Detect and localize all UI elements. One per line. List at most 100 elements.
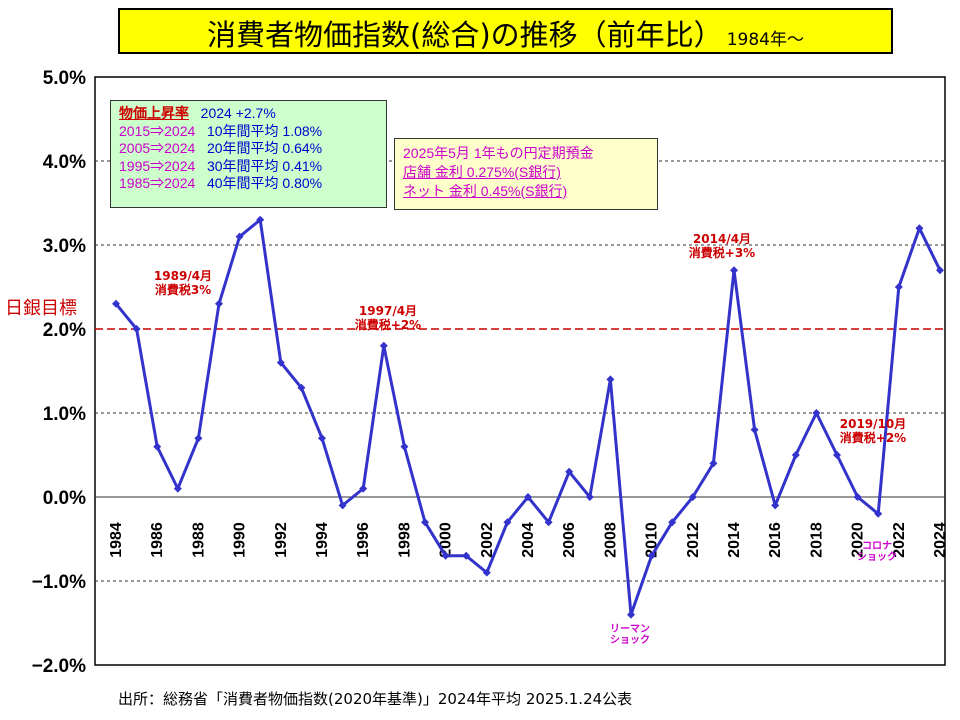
x-tick-label: 1990	[232, 522, 249, 558]
data-point	[173, 484, 182, 493]
deposit-net-rate: ネット 金利 0.45%(S銀行)	[403, 183, 568, 199]
event-annotation: リーマン	[610, 623, 650, 635]
data-point	[503, 518, 512, 527]
data-point	[215, 299, 223, 308]
data-point	[853, 493, 862, 501]
source-note: 出所：総務省「消費者物価指数(2020年基準)」2024年平均 2025.1.2…	[118, 690, 633, 708]
x-tick-label: 2024	[932, 522, 949, 558]
x-tick-label: 2004	[520, 522, 537, 558]
plot-frame	[94, 76, 946, 666]
data-point	[812, 409, 821, 417]
deposit-rate-box: 2025年5月 1年もの円定期預金 店舗 金利 0.275%(S銀行) ネット …	[394, 138, 658, 210]
summary-value: 20年間平均 0.64%	[206, 140, 323, 156]
boj-target-label: 日銀目標	[5, 298, 77, 319]
x-tick-label: 2022	[891, 522, 908, 558]
data-point	[297, 383, 306, 392]
data-point	[379, 341, 388, 350]
event-annotation: 1997/4月	[359, 304, 417, 318]
event-annotation: 消費税+3%	[689, 245, 755, 260]
data-point	[194, 434, 203, 443]
summary-row: 1995⇒2024 30年間平均 0.41%	[119, 158, 378, 176]
chart-subtitle: 1984年〜	[726, 30, 804, 50]
x-tick-label: 1988	[190, 522, 207, 558]
data-point	[524, 493, 532, 501]
event-annotation: 消費税3%	[155, 282, 211, 297]
event-annotation: コロナ	[862, 540, 892, 552]
data-point	[730, 266, 738, 275]
y-tick-label: 1.0%	[43, 404, 86, 425]
summary-label: 1995⇒2024	[119, 157, 196, 174]
event-annotation: ショック	[857, 551, 897, 563]
data-point	[606, 375, 615, 384]
x-tick-label: 1986	[149, 522, 166, 558]
inflation-summary-box: 物価上昇率 2024 +2.7% 2015⇒2024 10年間平均 1.08% …	[110, 100, 387, 208]
summary-label: 2015⇒2024	[119, 122, 196, 139]
data-point	[544, 518, 553, 527]
data-point	[627, 610, 635, 619]
title-banner: 消費者物価指数(総合)の推移（前年比） 1984年〜	[118, 8, 893, 54]
summary-value: 10年間平均 1.08%	[206, 122, 323, 139]
data-point	[915, 224, 924, 233]
data-point	[750, 425, 759, 434]
data-point	[338, 501, 347, 510]
x-tick-label: 2018	[808, 522, 825, 558]
data-point	[709, 459, 718, 468]
data-point	[585, 493, 594, 501]
data-point	[153, 442, 162, 451]
event-annotation: 消費税+2%	[840, 430, 906, 445]
summary-label: 2005⇒2024	[119, 140, 196, 156]
summary-row: 物価上昇率 2024 +2.7%	[119, 105, 378, 123]
data-point	[771, 501, 780, 510]
chart-title: 消費者物価指数(総合)の推移（前年比）	[207, 18, 723, 52]
event-annotation: ショック	[610, 634, 650, 646]
summary-row: 1985⇒2024 40年間平均 0.80%	[119, 175, 378, 193]
data-point	[421, 518, 429, 527]
summary-row: 2005⇒2024 20年間平均 0.64%	[119, 140, 378, 158]
data-point	[874, 509, 883, 518]
data-point	[276, 358, 285, 367]
x-tick-label: 2012	[685, 522, 702, 558]
data-point	[112, 299, 120, 308]
data-point	[400, 442, 409, 451]
data-point	[318, 434, 326, 443]
x-tick-label: 2014	[726, 522, 743, 558]
summary-value: 40年間平均 0.80%	[206, 175, 323, 191]
data-point	[791, 451, 800, 459]
data-point	[688, 493, 697, 501]
x-tick-label: 2020	[850, 522, 867, 558]
event-annotation: 2014/4月	[693, 232, 751, 246]
data-point	[833, 451, 841, 459]
x-tick-label: 2008	[602, 522, 619, 558]
deposit-branch-rate: 店舗 金利 0.275%(S銀行)	[403, 164, 561, 180]
y-tick-label: 2.0%	[43, 320, 86, 341]
data-point	[668, 518, 677, 527]
data-point	[462, 551, 471, 560]
y-tick-label: −1.0%	[32, 572, 87, 593]
summary-label: 物価上昇率	[119, 105, 189, 121]
y-tick-label: 0.0%	[43, 488, 86, 509]
data-point	[256, 215, 265, 224]
summary-value: 30年間平均 0.41%	[206, 157, 323, 174]
y-tick-label: 5.0%	[43, 68, 86, 89]
data-point	[894, 283, 903, 291]
y-tick-label: −2.0%	[32, 656, 87, 677]
x-tick-label: 1998	[396, 522, 413, 558]
data-point	[565, 467, 574, 476]
data-point	[482, 568, 491, 577]
x-tick-label: 2006	[561, 522, 578, 558]
data-point	[359, 484, 368, 493]
data-point	[235, 232, 244, 241]
event-annotation: 2019/10月	[840, 417, 906, 431]
summary-value: 2024 +2.7%	[200, 105, 276, 121]
data-point	[647, 551, 656, 560]
summary-row: 2015⇒2024 10年間平均 1.08%	[119, 123, 378, 141]
deposit-heading: 2025年5月 1年もの円定期預金	[403, 145, 594, 161]
x-tick-label: 1994	[314, 522, 331, 558]
x-tick-label: 1984	[108, 522, 125, 558]
y-tick-label: 4.0%	[43, 152, 86, 173]
data-point	[132, 325, 141, 333]
x-tick-label: 2016	[767, 522, 784, 558]
x-tick-label: 1996	[355, 522, 372, 558]
event-annotation: 1989/4月	[154, 269, 212, 283]
